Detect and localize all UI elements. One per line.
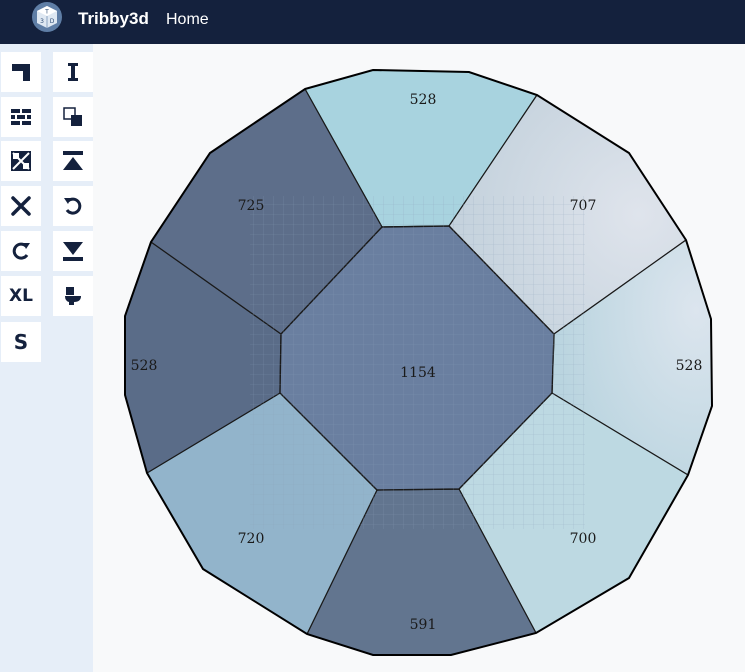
top-navbar: T 3 D Tribby3d Home [0,0,745,44]
straight-wall-icon [68,63,78,81]
tool-mirror-top[interactable] [53,141,93,181]
svg-text:T: T [44,9,49,16]
s-size-icon: S [13,330,29,354]
tool-mirror-bottom[interactable] [53,231,93,271]
grid-overlay [250,196,585,529]
svg-text:3: 3 [40,18,44,25]
tool-brick-wall[interactable] [1,97,41,137]
corner-wall-icon [12,64,30,81]
tile-pattern-icon [11,151,31,171]
rotate-ccw-icon [64,197,82,215]
tool-tile-pattern[interactable] [1,141,41,181]
tool-sidebar: XL S [0,44,93,672]
offset-squares-icon [63,107,82,126]
tool-delete[interactable] [1,186,41,226]
tool-xl-size[interactable]: XL [1,276,41,316]
xl-size-icon: XL [9,286,33,306]
label-top-right: 707 [570,198,597,214]
floor-plan-svg[interactable]: 528 707 528 700 591 720 528 725 1154 [93,44,745,672]
brand-name[interactable]: Tribby3d [78,9,149,28]
mirror-bottom-icon [63,242,83,261]
tool-s-size[interactable]: S [1,322,41,362]
toilet-icon [65,287,81,305]
tool-corner-wall[interactable] [1,52,41,92]
tool-straight-wall[interactable] [53,52,93,92]
label-bottom-left: 720 [238,531,265,547]
floor-plan-canvas[interactable]: 528 707 528 700 591 720 528 725 1154 [93,44,745,672]
tool-rotate-cw[interactable] [1,231,41,271]
label-left: 528 [131,358,158,374]
tool-toilet[interactable] [53,276,93,316]
tool-rotate-ccw[interactable] [53,186,93,226]
home-link[interactable]: Home [166,11,209,28]
tribby3d-logo-icon[interactable]: T 3 D [31,1,63,33]
label-top-left: 725 [238,198,265,214]
label-right: 528 [676,358,703,374]
label-bottom: 591 [410,617,437,633]
label-center: 1154 [400,365,436,381]
plan-outline [124,68,714,656]
label-bottom-right: 700 [570,531,597,547]
svg-text:D: D [50,18,55,25]
close-icon [11,196,31,216]
mirror-top-icon [63,151,83,170]
tool-offset-squares[interactable] [53,97,93,137]
rotate-cw-icon [12,242,30,260]
label-top: 528 [410,92,437,108]
brick-wall-icon [11,109,31,125]
